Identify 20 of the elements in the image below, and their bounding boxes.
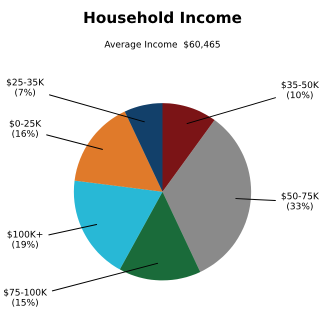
data-label: (7%) bbox=[15, 88, 36, 97]
pie-slice bbox=[124, 103, 162, 192]
slice-label: $35-50K bbox=[282, 81, 320, 90]
pie-slice bbox=[162, 103, 215, 192]
slice-label: $0-25K bbox=[10, 120, 42, 128]
data-label: (33%) bbox=[287, 202, 313, 210]
data-label: (10%) bbox=[287, 91, 313, 100]
slice-label: $100K+ bbox=[8, 230, 42, 239]
data-label: (16%) bbox=[12, 130, 38, 138]
slice-label: $50-75K bbox=[282, 192, 320, 201]
pie-slice bbox=[74, 112, 162, 192]
pie-slice bbox=[74, 180, 162, 270]
data-label: (15%) bbox=[12, 298, 38, 307]
chart-subtitle: Average Income $60,465 bbox=[104, 40, 220, 50]
pie-slice bbox=[120, 192, 200, 280]
data-label: (19%) bbox=[12, 240, 38, 249]
slice-label: $25-35K bbox=[6, 78, 44, 87]
chart-title: Household Income bbox=[84, 11, 242, 24]
pie-slice bbox=[162, 120, 252, 272]
slice-label: $75-100K bbox=[4, 288, 48, 297]
